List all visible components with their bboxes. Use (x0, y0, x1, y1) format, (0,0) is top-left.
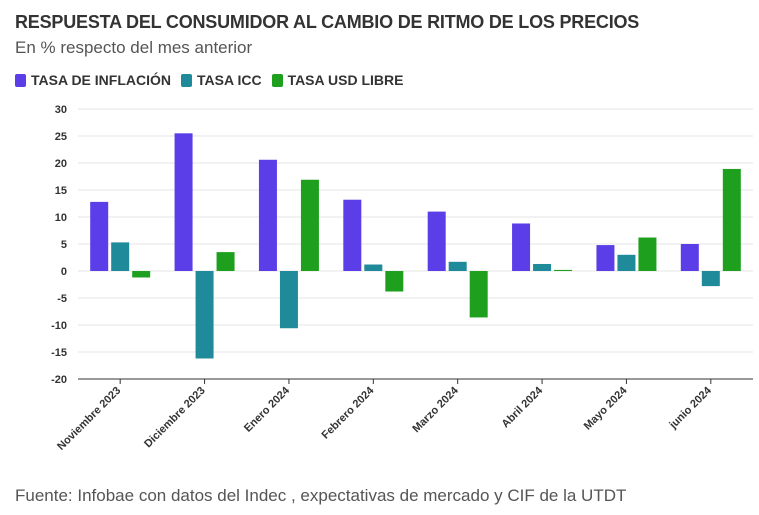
bar (364, 264, 383, 271)
x-tick-label: Noviembre 2023 (55, 385, 123, 453)
bar (617, 254, 636, 271)
y-tick-label: -10 (51, 320, 67, 332)
bar (132, 271, 151, 278)
bar (216, 252, 235, 271)
bar (680, 244, 699, 271)
bar (90, 201, 109, 271)
bar (343, 199, 362, 271)
chart-subtitle: En % respecto del mes anterior (15, 38, 253, 57)
legend-label-icc: TASA ICC (197, 72, 262, 88)
bar (300, 179, 319, 271)
y-tick-labels: 30 25 20 15 10 5 0 -5 -10 -15 -20 (51, 104, 67, 386)
source-note: Fuente: Infobae con datos del Indec , ex… (15, 486, 627, 505)
bar (385, 271, 404, 292)
legend-label-inflacion: TASA DE INFLACIÓN (31, 72, 171, 88)
bar (596, 245, 615, 271)
x-tick-label: Marzo 2024 (410, 384, 461, 435)
chart-title: RESPUESTA DEL CONSUMIDOR AL CAMBIO DE RI… (15, 12, 640, 32)
legend-item-icc[interactable]: TASA ICC (181, 72, 262, 88)
bar (701, 271, 720, 287)
bar (533, 263, 552, 271)
legend-swatch-usd (271, 73, 283, 87)
x-axis (78, 378, 753, 384)
bar-chart: 30 25 20 15 10 5 0 -5 -10 -15 -20 Noviembre 2023 Di… (51, 104, 753, 453)
bar (195, 271, 214, 359)
legend-label-usd: TASA USD LIBRE (287, 72, 404, 88)
bars (90, 133, 741, 359)
bar (448, 261, 467, 271)
y-tick-label: 0 (61, 266, 67, 278)
x-tick-label: Mayo 2024 (582, 384, 630, 432)
y-tick-label: 20 (55, 158, 67, 170)
x-tick-label: Diciembre 2023 (142, 385, 208, 451)
bar (554, 269, 573, 271)
x-tick-label: Febrero 2024 (320, 384, 378, 442)
bar (427, 211, 446, 271)
legend-item-usd[interactable]: TASA USD LIBRE (271, 72, 404, 88)
y-tick-label: -5 (57, 293, 67, 305)
x-tick-label: Enero 2024 (242, 384, 293, 435)
chart-legend: TASA DE INFLACIÓN TASA ICC TASA USD LIBR… (15, 72, 403, 88)
y-tick-label: 10 (55, 212, 67, 224)
bar (111, 242, 130, 271)
bar (174, 133, 193, 271)
bar (512, 223, 531, 271)
x-tick-label: Abril 2024 (500, 384, 546, 430)
legend-item-inflacion[interactable]: TASA DE INFLACIÓN (15, 72, 171, 88)
y-tick-label: 5 (61, 239, 67, 251)
legend-swatch-inflacion (15, 73, 26, 87)
bar (722, 168, 741, 271)
y-tick-label: -20 (51, 374, 67, 386)
bar (638, 237, 657, 271)
y-tick-label: 15 (55, 185, 67, 197)
bar (258, 159, 277, 271)
y-tick-label: 30 (55, 104, 67, 116)
y-tick-label: 25 (55, 131, 67, 143)
x-tick-labels: Noviembre 2023 Diciembre 2023 Enero 2024 Fe… (55, 384, 714, 453)
bar (469, 271, 488, 318)
y-tick-label: -15 (51, 347, 67, 359)
bar (279, 271, 298, 329)
x-tick-label: junio 2024 (667, 384, 715, 432)
legend-swatch-icc (181, 73, 192, 87)
